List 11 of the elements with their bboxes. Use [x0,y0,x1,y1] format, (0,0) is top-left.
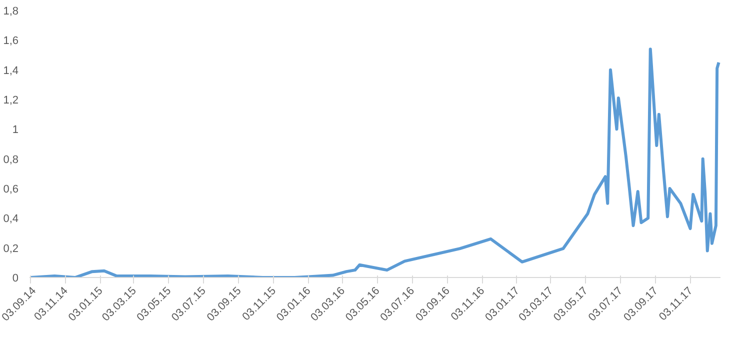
y-tick-label: 1,6 [3,35,19,48]
y-tick-label: 1,4 [3,64,19,77]
y-tick-label: 0,2 [3,242,19,255]
y-tick-label: 0,4 [3,213,19,226]
y-tick-label: 1,2 [3,94,19,106]
y-tick-label: 0,6 [3,184,19,196]
line-series [30,48,720,278]
y-tick-label: 0,8 [3,154,19,166]
y-tick-label: 1 [12,124,19,136]
y-tick-label: 1,8 [3,6,19,18]
y-tick-label: 0 [12,272,19,284]
